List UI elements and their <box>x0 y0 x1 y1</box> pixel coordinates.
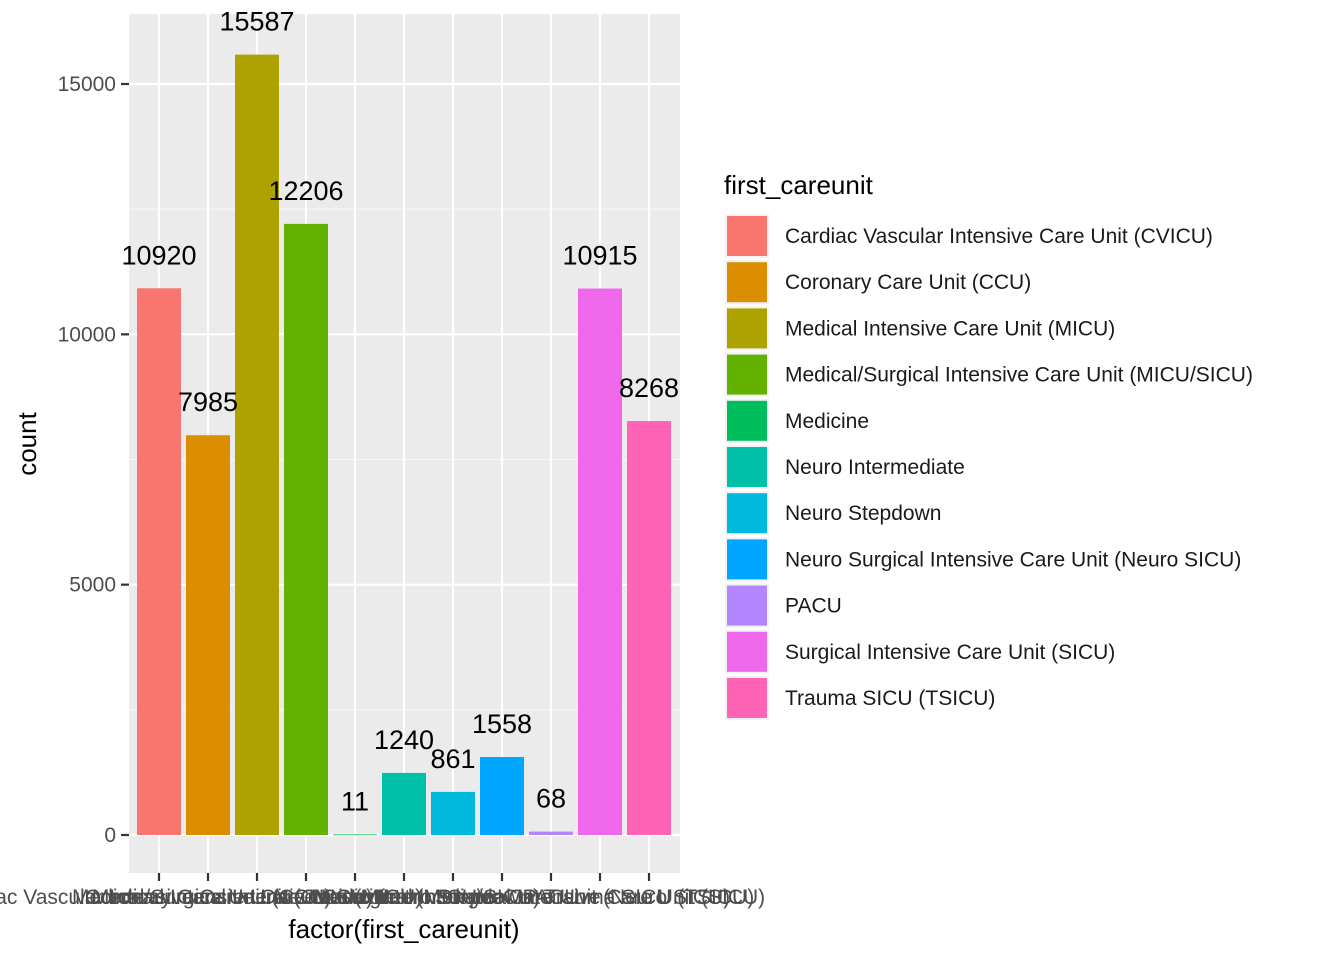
legend-label: Medical Intensive Care Unit (MICU) <box>785 317 1115 340</box>
x-axis: Cardiac Vascular Intensive Care Unit (CV… <box>0 873 765 909</box>
y-tick-label: 5000 <box>69 574 116 597</box>
y-tick-label: 15000 <box>58 73 116 96</box>
x-tick-label: Medical/Surgical Intensive Care Unit (MI… <box>72 886 540 909</box>
legend-swatch <box>727 678 767 718</box>
legend-swatch <box>727 493 767 534</box>
legend-swatch <box>727 539 767 580</box>
bar <box>284 223 328 836</box>
x-axis-title: factor(first_careunit) <box>288 914 519 944</box>
data-label: 10915 <box>562 241 637 271</box>
legend-swatch <box>727 262 767 303</box>
bar <box>431 791 475 835</box>
y-axis: 0 5000 10000 15000 <box>58 73 129 847</box>
legend-swatch <box>727 216 767 256</box>
legend-swatch <box>727 354 767 395</box>
data-label: 68 <box>536 784 566 814</box>
data-label: 861 <box>430 744 475 774</box>
legend-swatch <box>727 631 767 672</box>
x-tick-label: PACU <box>523 886 580 909</box>
legend-swatch <box>727 308 767 349</box>
data-label: 1240 <box>374 725 434 755</box>
x-tick-label: Cardiac Vascular Intensive Care Unit (CV… <box>0 886 373 909</box>
data-label: 11 <box>341 786 369 816</box>
x-tick-label: Surgical Intensive Care Unit (SICU) <box>435 886 765 909</box>
legend-label: Medicine <box>785 410 869 433</box>
x-tick-label: Trauma SICU (TSICU) <box>544 886 754 909</box>
bar <box>480 756 524 835</box>
legend-label: Medical/Surgical Intensive Care Unit (MI… <box>785 364 1253 387</box>
data-label: 7985 <box>178 387 238 417</box>
data-label: 1558 <box>472 709 532 739</box>
legend-label: Coronary Care Unit (CCU) <box>785 271 1031 294</box>
data-label: 8268 <box>619 373 679 403</box>
x-tick-label: Neuro Surgical Intensive Care Unit (Neur… <box>274 886 730 909</box>
x-tick-label: Medical Intensive Care Unit (MICU) <box>92 886 422 909</box>
legend-label: Neuro Surgical Intensive Care Unit (Neur… <box>785 548 1241 571</box>
data-label: 10920 <box>121 240 196 270</box>
y-tick-label: 0 <box>104 824 116 847</box>
legend-label: Cardiac Vascular Intensive Care Unit (CV… <box>785 225 1213 248</box>
legend-swatch <box>727 400 767 441</box>
x-tick-label: Coronary Care Unit (CCU) <box>85 886 331 909</box>
bar <box>186 435 230 835</box>
legend-swatch <box>727 585 767 626</box>
bars <box>137 54 671 836</box>
legend-swatch <box>727 447 767 487</box>
legend-label: Surgical Intensive Care Unit (SICU) <box>785 641 1115 664</box>
legend-label: Trauma SICU (TSICU) <box>785 687 995 710</box>
data-label: 15587 <box>219 7 294 37</box>
data-label: 12206 <box>268 176 343 206</box>
legend-label: Neuro Intermediate <box>785 456 965 479</box>
y-tick-label: 10000 <box>58 323 116 346</box>
bar <box>137 288 181 836</box>
y-axis-title: count <box>12 411 42 475</box>
bar <box>382 772 426 835</box>
bar <box>578 288 622 835</box>
x-tick-label: Medicine <box>313 886 397 909</box>
legend-label: Neuro Stepdown <box>785 502 941 525</box>
legend-title: first_careunit <box>724 170 874 200</box>
bar <box>627 421 671 835</box>
x-tick-label: Neuro Stepdown <box>375 886 531 909</box>
legend-label: PACU <box>785 595 842 618</box>
bar <box>529 831 573 835</box>
bar <box>333 834 377 836</box>
legend: first_careunit Cardiac Vascular Intensiv… <box>724 170 1253 720</box>
bar <box>235 54 279 836</box>
x-tick-label: Neuro Intermediate <box>314 886 494 909</box>
